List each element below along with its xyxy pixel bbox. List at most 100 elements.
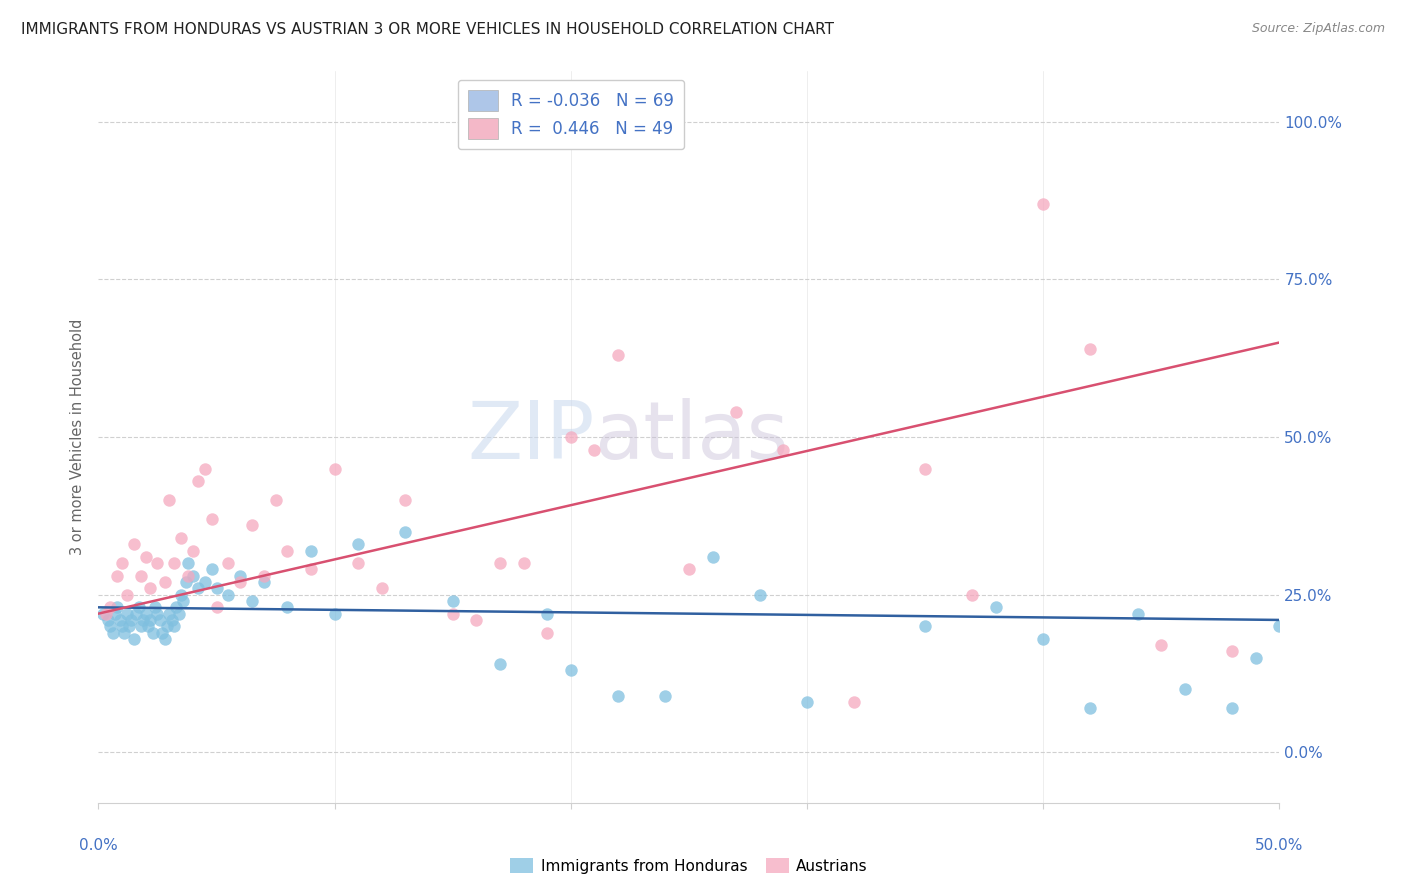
Point [146, 556, 169, 570]
Text: atlas: atlas [595, 398, 789, 476]
Point [748, 588, 770, 602]
Point [163, 619, 186, 633]
Point [111, 556, 134, 570]
Point [139, 582, 162, 596]
Legend: Immigrants from Honduras, Austrians: Immigrants from Honduras, Austrians [503, 852, 875, 880]
Point [108, 613, 131, 627]
Point [142, 625, 165, 640]
Point [129, 619, 152, 633]
Point [122, 632, 145, 646]
Point [163, 556, 186, 570]
Point [299, 543, 322, 558]
Point [240, 594, 263, 608]
Point [129, 569, 152, 583]
Point [174, 575, 197, 590]
Point [441, 594, 464, 608]
Point [157, 493, 180, 508]
Point [240, 518, 263, 533]
Point [583, 442, 606, 457]
Point [512, 556, 534, 570]
Point [347, 556, 370, 570]
Point [135, 549, 157, 564]
Point [187, 474, 209, 488]
Point [560, 664, 582, 678]
Point [101, 625, 124, 640]
Point [181, 543, 204, 558]
Point [1080, 342, 1102, 356]
Point [607, 689, 630, 703]
Legend: R = -0.036   N = 69, R =  0.446   N = 49: R = -0.036 N = 69, R = 0.446 N = 49 [458, 79, 683, 149]
Point [104, 607, 127, 621]
Point [217, 556, 239, 570]
Point [654, 689, 676, 703]
Y-axis label: 3 or more Vehicles in Household: 3 or more Vehicles in Household [70, 319, 86, 555]
Point [1080, 701, 1102, 715]
Point [122, 537, 145, 551]
Point [146, 607, 169, 621]
Point [128, 600, 150, 615]
Point [153, 575, 176, 590]
Point [136, 619, 159, 633]
Point [1244, 650, 1267, 665]
Text: ZIP: ZIP [467, 398, 595, 476]
Point [156, 619, 179, 633]
Point [536, 625, 558, 640]
Point [299, 562, 322, 576]
Text: 0.0%: 0.0% [79, 838, 118, 853]
Point [157, 607, 180, 621]
Point [97, 613, 120, 627]
Point [394, 493, 416, 508]
Point [725, 405, 748, 419]
Point [1220, 701, 1243, 715]
Point [172, 594, 194, 608]
Point [347, 537, 370, 551]
Point [441, 607, 464, 621]
Point [253, 575, 276, 590]
Point [1268, 619, 1291, 633]
Point [914, 619, 936, 633]
Point [94, 607, 117, 621]
Point [135, 607, 157, 621]
Point [194, 575, 217, 590]
Point [177, 556, 200, 570]
Point [115, 588, 138, 602]
Point [1032, 196, 1054, 211]
Point [139, 613, 162, 627]
Point [165, 600, 187, 615]
Point [914, 461, 936, 475]
Point [264, 493, 287, 508]
Point [844, 695, 866, 709]
Point [112, 625, 135, 640]
Point [323, 461, 346, 475]
Point [105, 600, 128, 615]
Text: Source: ZipAtlas.com: Source: ZipAtlas.com [1251, 22, 1385, 36]
Point [153, 632, 176, 646]
Point [194, 461, 217, 475]
Point [1150, 638, 1173, 652]
Point [111, 619, 134, 633]
Point [772, 442, 794, 457]
Point [98, 619, 121, 633]
Point [253, 569, 276, 583]
Text: 50.0%: 50.0% [1256, 838, 1303, 853]
Point [489, 556, 512, 570]
Point [371, 582, 394, 596]
Point [181, 569, 204, 583]
Point [132, 613, 155, 627]
Point [150, 625, 173, 640]
Point [143, 600, 166, 615]
Point [201, 562, 224, 576]
Point [91, 607, 114, 621]
Point [276, 543, 298, 558]
Point [229, 569, 252, 583]
Point [187, 582, 209, 596]
Point [465, 613, 488, 627]
Text: IMMIGRANTS FROM HONDURAS VS AUSTRIAN 3 OR MORE VEHICLES IN HOUSEHOLD CORRELATION: IMMIGRANTS FROM HONDURAS VS AUSTRIAN 3 O… [21, 22, 834, 37]
Point [205, 582, 228, 596]
Point [170, 588, 193, 602]
Point [149, 613, 172, 627]
Point [489, 657, 512, 671]
Point [560, 430, 582, 444]
Point [984, 600, 1007, 615]
Point [276, 600, 298, 615]
